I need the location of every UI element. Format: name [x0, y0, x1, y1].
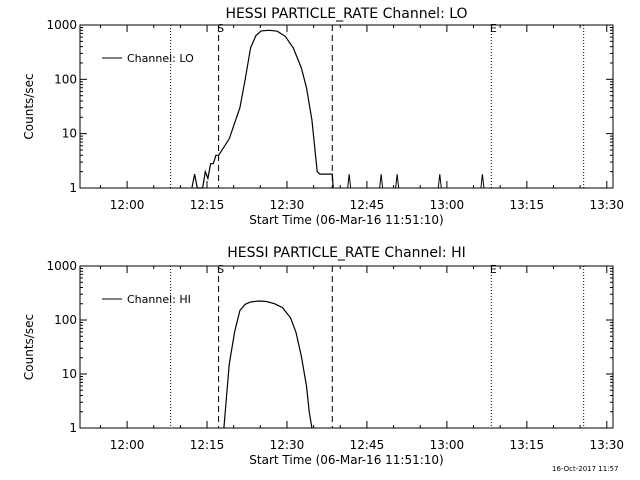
- y-tick-label: 1000: [46, 259, 77, 273]
- y-tick-label: 1: [69, 421, 77, 435]
- marker-label-e: E: [490, 263, 497, 276]
- marker-label-s: S: [217, 263, 224, 276]
- legend-label: Channel: HI: [127, 293, 191, 306]
- y-tick-label: 1000: [46, 18, 77, 32]
- x-tick-label: 12:30: [270, 198, 305, 212]
- footer-timestamp: 16-Oct-2017 11:57: [552, 465, 619, 473]
- plot-frame: [79, 265, 614, 429]
- y-tick-label: 100: [54, 313, 77, 327]
- y-tick-label: 1: [69, 181, 77, 195]
- x-axis-label: Start Time (06-Mar-16 11:51:10): [249, 213, 443, 227]
- x-tick-label: 13:30: [589, 438, 624, 452]
- x-tick-label: 12:45: [350, 438, 385, 452]
- x-tick-label: 13:15: [510, 198, 545, 212]
- x-tick-label: 13:30: [589, 198, 624, 212]
- x-tick-label: 12:15: [190, 198, 225, 212]
- x-tick-label: 13:00: [430, 198, 465, 212]
- x-tick-label: 13:15: [510, 438, 545, 452]
- plot-frame: [79, 24, 614, 189]
- y-tick-label: 100: [54, 72, 77, 86]
- y-tick-label: 10: [62, 127, 77, 141]
- y-tick-label: 10: [62, 367, 77, 381]
- chart-title: HESSI PARTICLE_RATE Channel: HI: [227, 245, 465, 261]
- x-tick-label: 12:45: [350, 198, 385, 212]
- x-tick-label: 12:30: [270, 438, 305, 452]
- chart-title: HESSI PARTICLE_RATE Channel: LO: [225, 6, 467, 22]
- y-axis-label: Counts/sec: [22, 73, 36, 139]
- x-axis-label: Start Time (06-Mar-16 11:51:10): [249, 453, 443, 467]
- chart-panel-2: HESSI PARTICLE_RATE Channel: HI 12:00 12:1…: [22, 245, 624, 467]
- marker-label-s: S: [217, 22, 224, 35]
- series-spike: [395, 174, 400, 189]
- x-tick-label: 12:00: [110, 198, 145, 212]
- series-spike: [379, 174, 384, 189]
- series-line-channel-lo: [191, 29, 334, 189]
- x-tick-label: 13:00: [430, 438, 465, 452]
- y-axis-label: Counts/sec: [22, 314, 36, 380]
- x-tick-label: 12:15: [190, 438, 225, 452]
- chart-panel-1: HESSI PARTICLE_RATE Channel: LO 12:00 12:1…: [22, 6, 624, 227]
- x-tick-label: 12:00: [110, 438, 145, 452]
- marker-label-e: E: [490, 22, 497, 35]
- series-spike: [437, 174, 442, 189]
- legend-label: Channel: LO: [127, 52, 194, 65]
- series-spike: [480, 174, 485, 189]
- series-spike: [347, 174, 352, 189]
- series-line-channel-hi: [223, 300, 313, 429]
